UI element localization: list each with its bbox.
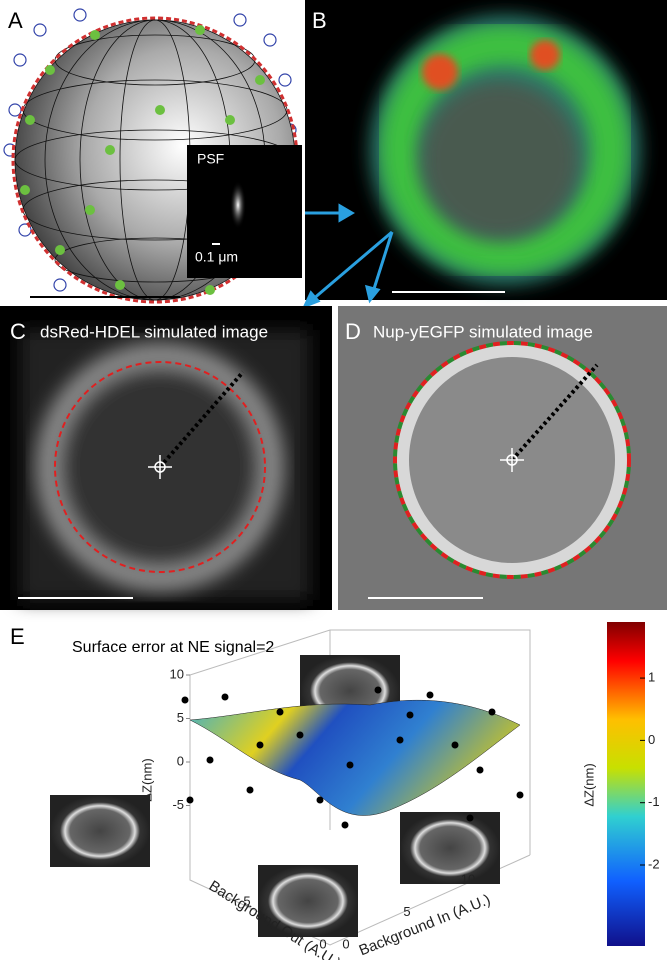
colorbar-tick-label: 1 [648, 670, 655, 685]
colorbar-tick-label: -2 [648, 856, 660, 871]
z-tick-label: -5 [172, 797, 184, 812]
inset-label: PSF [197, 151, 224, 167]
surface [190, 700, 520, 815]
z-axis-label: ΔZ(nm) [139, 758, 154, 801]
y-tick-label: 0 [342, 936, 349, 951]
panel-title: Surface error at NE signal=2 [72, 639, 274, 656]
x-tick-label: 5 [243, 893, 250, 908]
panel-label: B [312, 8, 327, 33]
panel-title: dsRed-HDEL simulated image [40, 322, 268, 341]
z-tick-label: 10 [170, 666, 184, 681]
figure: A PSF 0.1 μm B C dsRed-HDEL simulated im… [0, 0, 667, 960]
scale-label: 0.1 μm [195, 249, 238, 265]
cell-center [420, 80, 580, 240]
hotspot [530, 40, 560, 70]
inset-image [50, 795, 150, 867]
colorbar-label: ΔZ(nm) [581, 763, 596, 806]
y-axis-label: Background In (A.U.) [357, 891, 493, 959]
panel-b: B [305, 0, 667, 300]
z-tick-label: 0 [177, 753, 184, 768]
y-tick-label: 10 [461, 871, 475, 886]
colorbar [607, 622, 645, 946]
panel-e: E Surface error at NE signal=2 ΔZ(nm) ΔZ… [10, 622, 660, 960]
psf-spot [230, 181, 246, 229]
panel-a: A PSF 0.1 μm [0, 0, 302, 302]
panel-label: C [10, 319, 26, 344]
z-tick-label: 5 [177, 710, 184, 725]
x-tick-label: 0 [319, 936, 326, 951]
inset-image [400, 812, 500, 884]
y-tick-label: 5 [403, 904, 410, 919]
panel-label: E [10, 624, 25, 649]
colorbar-tick-label: 0 [648, 732, 655, 747]
page: {"panels": { "a": {"label": "A", "inset_… [0, 0, 667, 960]
colorbar-tick-label: -1 [648, 794, 660, 809]
panel-c: C dsRed-HDEL simulated image [0, 306, 332, 610]
hotspot [422, 54, 458, 90]
panel-label: D [345, 319, 361, 344]
panel-label: A [8, 8, 23, 33]
panel-d: D Nup-yEGFP simulated image [338, 306, 667, 610]
panel-title: Nup-yEGFP simulated image [373, 322, 593, 341]
